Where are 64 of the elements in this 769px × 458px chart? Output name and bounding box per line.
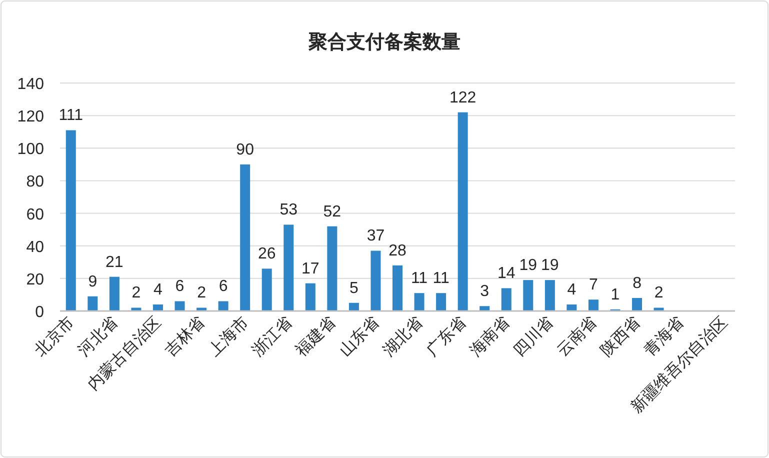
data-label: 6 <box>175 278 184 296</box>
bar <box>436 293 446 311</box>
y-tick-label: 100 <box>17 141 44 158</box>
data-label: 28 <box>388 242 406 260</box>
data-label: 21 <box>106 254 124 271</box>
data-label: 37 <box>366 228 385 245</box>
y-tick-label: 20 <box>26 271 44 288</box>
data-label: 11 <box>432 270 450 288</box>
bar <box>174 301 185 311</box>
y-tick-label: 80 <box>26 174 44 191</box>
bar <box>458 112 468 311</box>
bar <box>348 302 359 311</box>
data-label: 19 <box>541 257 559 274</box>
bar <box>262 268 272 311</box>
y-tick-label: 120 <box>17 108 44 126</box>
bar <box>66 130 76 311</box>
data-label: 122 <box>449 89 476 106</box>
bar <box>523 280 534 311</box>
bar <box>109 276 120 311</box>
data-label: 4 <box>154 281 163 298</box>
bar <box>88 296 98 311</box>
bar <box>480 306 490 311</box>
data-label: 2 <box>197 284 206 302</box>
data-label: 9 <box>88 273 98 290</box>
bar <box>654 308 664 311</box>
data-label: 2 <box>654 284 664 302</box>
data-label: 5 <box>350 280 358 297</box>
data-label: 3 <box>480 283 490 300</box>
data-label: 90 <box>236 141 254 158</box>
data-label: 53 <box>280 202 298 219</box>
data-label: 7 <box>589 276 598 294</box>
chart-title: 聚合支付备案数量 <box>308 31 460 53</box>
bar <box>544 280 555 311</box>
data-label: 52 <box>323 203 342 220</box>
bar <box>632 298 642 311</box>
bar <box>131 308 142 311</box>
data-label: 111 <box>58 107 84 124</box>
data-label: 1 <box>610 286 620 304</box>
bar <box>588 300 598 311</box>
bar <box>196 308 207 311</box>
data-label: 2 <box>132 284 141 302</box>
bar <box>327 226 338 311</box>
y-tick-label: 60 <box>26 206 44 224</box>
bar <box>218 301 228 311</box>
bar <box>240 164 250 311</box>
bar <box>566 304 577 311</box>
bar <box>370 250 381 311</box>
data-label: 19 <box>519 257 538 274</box>
bar <box>305 283 316 311</box>
y-tick-label: 40 <box>26 238 44 256</box>
y-tick-label: 140 <box>17 76 44 93</box>
data-label: 6 <box>218 278 228 296</box>
data-label: 17 <box>302 260 320 278</box>
bar <box>501 288 512 311</box>
bar <box>392 265 402 311</box>
data-label: 11 <box>410 270 428 288</box>
bar <box>414 293 424 311</box>
data-label: 26 <box>258 246 276 263</box>
data-label: 14 <box>497 265 516 282</box>
bar <box>152 304 163 311</box>
bar <box>284 224 294 311</box>
data-label: 8 <box>632 274 642 292</box>
y-tick-label: 0 <box>35 304 44 321</box>
data-label: 4 <box>567 281 576 298</box>
